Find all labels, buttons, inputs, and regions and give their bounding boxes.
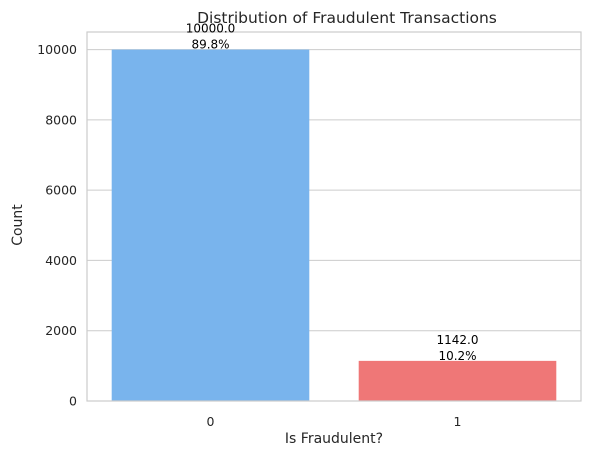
bar-1: [359, 361, 557, 401]
chart-title: Distribution of Fraudulent Transactions: [197, 9, 497, 27]
bar-count-label: 1142.0: [437, 333, 479, 347]
bars: [112, 50, 557, 401]
y-tick-label: 8000: [45, 112, 77, 127]
bar-percent-label: 89.8%: [191, 38, 229, 52]
x-axis-label: Is Fraudulent?: [285, 431, 383, 447]
y-tick-label: 2000: [45, 323, 77, 338]
y-tick-labels: 0 2000 4000 6000 8000 10000: [37, 42, 77, 408]
y-tick-label: 10000: [37, 42, 77, 57]
y-tick-label: 6000: [45, 183, 77, 198]
y-tick-label: 0: [69, 394, 77, 409]
x-tick-label: 1: [454, 414, 462, 429]
bar-0: [112, 50, 310, 401]
y-axis-label: Count: [10, 204, 26, 246]
y-tick-label: 4000: [45, 253, 77, 268]
x-tick-label: 0: [207, 414, 215, 429]
bar-percent-label: 10.2%: [438, 349, 476, 363]
